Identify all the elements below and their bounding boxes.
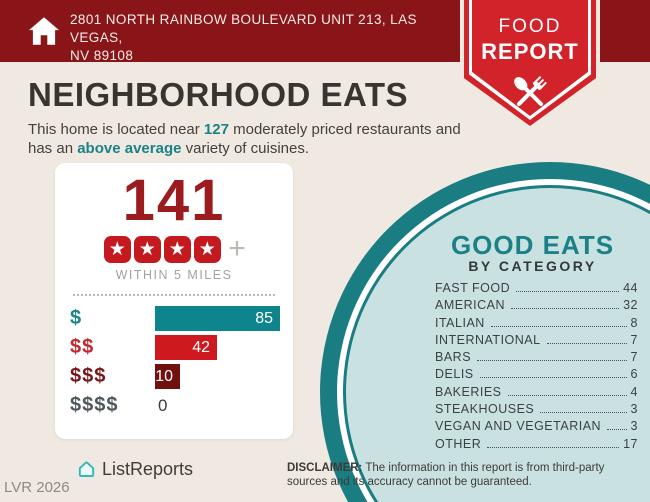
category-value: 17 [623, 436, 638, 451]
category-value: 3 [630, 419, 638, 434]
dotted-leader [477, 360, 627, 362]
dotted-leader [487, 446, 620, 448]
intro-mid: moderately priced restaurants and has an [28, 121, 461, 157]
listreports-logo: ListReports [76, 459, 193, 480]
disclaimer: DISCLAIMER: The information in this repo… [287, 461, 639, 489]
address-line1: 2801 NORTH RAINBOW BOULEVARD UNIT 213, L… [70, 12, 417, 45]
dotted-leader [540, 412, 627, 414]
price-bar-row: $$ 42 [70, 335, 293, 360]
price-bar-row: $$$ 10 [70, 364, 293, 389]
home-icon [29, 17, 59, 45]
price-label: $$ [70, 336, 95, 358]
restaurant-count: 127 [203, 121, 229, 138]
disclaimer-text: The information in this report is from t… [287, 462, 605, 488]
category-value: 7 [630, 332, 638, 347]
price-bar: 10 [155, 364, 180, 389]
category-list: FAST FOOD 44 AMERICAN 32 ITALIAN 8 INTERNATION… [435, 281, 638, 454]
category-label: VEGAN AND VEGETARIAN [435, 419, 602, 434]
address-line2: NV 89108 [70, 48, 134, 63]
intro-highlight: above average [77, 140, 182, 157]
badge-title-food: FOOD [498, 16, 562, 37]
price-bar-zero-value: 0 [158, 395, 168, 415]
category-value: 32 [623, 298, 638, 313]
category-label: AMERICAN [435, 298, 505, 313]
category-row: STEAKHOUSES 3 [435, 402, 638, 419]
listreports-house-icon [78, 461, 95, 477]
category-row: BARS 7 [435, 350, 638, 367]
dotted-leader [510, 308, 620, 310]
category-value: 8 [630, 315, 638, 330]
star-icon: ★ [103, 235, 131, 263]
category-label: STEAKHOUSES [435, 402, 535, 417]
category-value: 44 [623, 281, 638, 295]
category-label: INTERNATIONAL [435, 332, 541, 347]
spoon-fork-icon [514, 76, 547, 107]
price-bar: 85 [155, 306, 280, 331]
price-label: $$$ [70, 365, 107, 387]
good-eats-title: GOOD EATS [450, 230, 615, 260]
total-restaurants: 141 [122, 168, 226, 233]
star-icon: ★ [133, 235, 161, 263]
logo-text: ListReports [102, 459, 194, 479]
dotted-leader [479, 377, 627, 379]
price-bar-row: $85 [70, 306, 293, 331]
price-bar-row: $$$$ 0 [70, 393, 293, 418]
dotted-leader [507, 394, 627, 396]
category-row: AMERICAN 32 [435, 298, 638, 315]
price-bar-chart: $85 $$ 42 $$$ 10 $$$$ 0 [55, 306, 293, 418]
page-title: NEIGHBORHOOD EATS [28, 76, 409, 113]
category-row: OTHER 17 [435, 437, 638, 454]
category-value: 7 [630, 350, 638, 365]
price-bar: 42 [155, 335, 217, 360]
category-label: BAKERIES [435, 384, 502, 399]
category-row: BAKERIES 4 [435, 385, 638, 402]
property-address: 2801 NORTH RAINBOW BOULEVARD UNIT 213, L… [70, 11, 460, 65]
dotted-leader [546, 342, 627, 344]
intro-paragraph: This home is located near 127 moderately… [28, 120, 476, 158]
dotted-leader [490, 325, 627, 327]
category-label: BARS [435, 350, 472, 365]
category-row: INTERNATIONAL 7 [435, 333, 638, 350]
good-eats-subtitle: BY CATEGORY [468, 258, 597, 274]
category-row: DELIS 6 [435, 367, 638, 384]
category-label: DELIS [435, 367, 474, 382]
category-row: VEGAN AND VEGETARIAN 3 [435, 419, 638, 436]
dotted-leader [607, 429, 627, 431]
star-icon: ★ [163, 235, 191, 263]
badge-title-report: REPORT [481, 39, 579, 64]
category-label: FAST FOOD [435, 281, 511, 295]
intro-post: variety of cuisines. [181, 140, 310, 157]
radius-caption: WITHIN 5 MILES [115, 268, 233, 282]
watermark: LVR 2026 [4, 479, 70, 496]
plus-icon: + [228, 232, 246, 265]
price-label: $$$$ [70, 394, 119, 416]
dotted-divider [73, 294, 275, 296]
category-label: OTHER [435, 436, 482, 451]
disclaimer-label: DISCLAIMER: [287, 462, 363, 474]
category-value: 4 [630, 384, 638, 399]
food-report-badge: FOOD REPORT [460, 0, 600, 132]
category-row: FAST FOOD 44 [435, 281, 638, 298]
star-icon: ★ [193, 235, 221, 263]
dotted-leader [516, 291, 620, 292]
intro-pre: This home is located near [28, 121, 204, 138]
stats-card: 141 ★ ★ ★ ★ + WITHIN 5 MILES $85 $$ 42 $$$ 10 $$$… [55, 163, 293, 439]
category-label: ITALIAN [435, 315, 485, 330]
category-row: ITALIAN 8 [435, 316, 638, 333]
category-value: 3 [630, 402, 638, 417]
category-value: 6 [630, 367, 638, 382]
price-label: $ [70, 307, 83, 329]
star-rating: ★ ★ ★ ★ + [55, 232, 293, 265]
